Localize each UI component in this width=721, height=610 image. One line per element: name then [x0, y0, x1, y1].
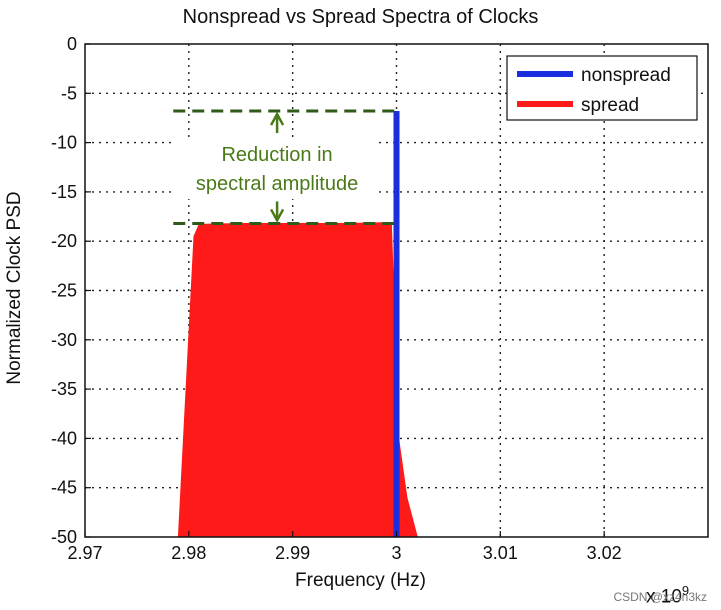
y-tick-label: -25	[51, 281, 77, 301]
y-tick-label: -35	[51, 379, 77, 399]
x-tick-label: 3.02	[587, 543, 622, 563]
x-tick-label: 2.99	[275, 543, 310, 563]
annotation: Reduction in spectral amplitude	[173, 109, 395, 225]
annotation-up-arrow-head	[269, 111, 285, 126]
x-axis-multiplier: x 109	[646, 583, 689, 608]
legend-label-spread: spread	[581, 95, 639, 116]
x-multiplier-exponent: 9	[681, 583, 690, 598]
y-tick-label: -30	[51, 330, 77, 350]
y-tick-label: -50	[51, 527, 77, 547]
x-tick-label: 2.98	[171, 543, 206, 563]
series-layer	[177, 111, 418, 538]
annotation-line-2: spectral amplitude	[196, 173, 358, 195]
annotation-line-1: Reduction in	[221, 144, 332, 166]
legend: nonspread spread	[506, 55, 698, 121]
y-tick-label: -15	[51, 182, 77, 202]
legend-box	[506, 55, 698, 121]
x-tick-label: 2.97	[67, 543, 102, 563]
y-axis-label: Normalized Clock PSD	[4, 191, 25, 385]
annotation-down-arrow-head	[269, 208, 285, 224]
x-tick-label: 3.01	[483, 543, 518, 563]
y-tick-label: -5	[61, 83, 77, 103]
y-tick-label: 0	[67, 34, 77, 54]
y-tick-label: -40	[51, 428, 77, 448]
y-tick-label: -45	[51, 478, 77, 498]
legend-label-nonspread: nonspread	[581, 65, 671, 86]
watermark: CSDN @xz4n3kz	[613, 590, 707, 604]
axis-ticks: 2.97 2.98 2.99 3 3.01 3.02 0 -5 -10 -15 -20 -25 -30 -…	[51, 34, 622, 563]
x-multiplier-base: x 10	[646, 586, 682, 608]
chart-title: Nonspread vs Spread Spectra of Clocks	[182, 6, 539, 28]
y-tick-label: -10	[51, 133, 77, 153]
x-axis-label: Frequency (Hz)	[295, 570, 426, 591]
spread-series-area	[177, 221, 418, 538]
annotation-text-background	[175, 139, 380, 200]
y-tick-label: -20	[51, 231, 77, 251]
x-tick-label: 3	[391, 543, 401, 563]
